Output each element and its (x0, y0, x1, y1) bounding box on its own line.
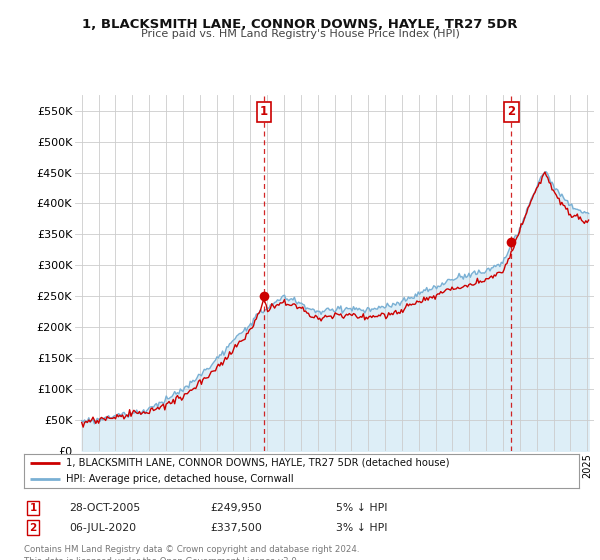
Text: 1, BLACKSMITH LANE, CONNOR DOWNS, HAYLE, TR27 5DR: 1, BLACKSMITH LANE, CONNOR DOWNS, HAYLE,… (82, 18, 518, 31)
Text: 5% ↓ HPI: 5% ↓ HPI (336, 503, 388, 513)
Text: £249,950: £249,950 (210, 503, 262, 513)
Text: Price paid vs. HM Land Registry's House Price Index (HPI): Price paid vs. HM Land Registry's House … (140, 29, 460, 39)
Text: 28-OCT-2005: 28-OCT-2005 (69, 503, 140, 513)
Text: £337,500: £337,500 (210, 522, 262, 533)
Text: Contains HM Land Registry data © Crown copyright and database right 2024.
This d: Contains HM Land Registry data © Crown c… (24, 545, 359, 560)
Text: 1: 1 (29, 503, 37, 513)
Text: 1, BLACKSMITH LANE, CONNOR DOWNS, HAYLE, TR27 5DR (detached house): 1, BLACKSMITH LANE, CONNOR DOWNS, HAYLE,… (65, 458, 449, 468)
Text: 06-JUL-2020: 06-JUL-2020 (69, 522, 136, 533)
Text: 2: 2 (508, 105, 515, 118)
Text: 3% ↓ HPI: 3% ↓ HPI (336, 522, 388, 533)
Text: HPI: Average price, detached house, Cornwall: HPI: Average price, detached house, Corn… (65, 474, 293, 484)
Text: 1: 1 (260, 105, 268, 118)
Text: 2: 2 (29, 522, 37, 533)
